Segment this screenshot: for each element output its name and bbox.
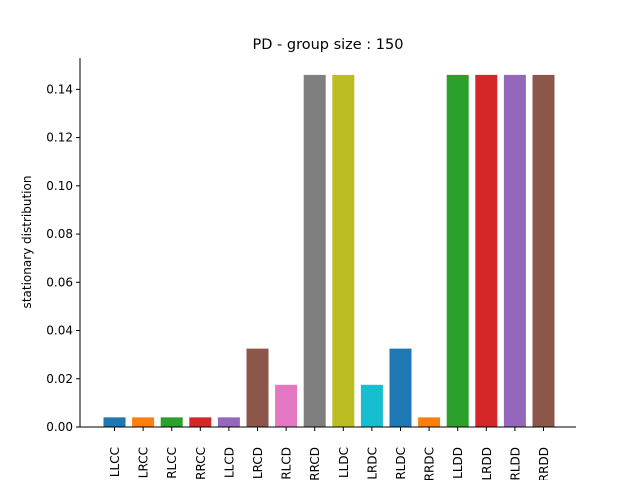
x-tick-label: RRDC	[423, 447, 437, 480]
x-tick-label: RRCD	[308, 447, 322, 480]
bar-rlcc	[160, 417, 183, 427]
bar-llcc	[103, 417, 126, 427]
y-tick-label: 0.04	[46, 324, 73, 338]
x-tick-label: LLDD	[451, 447, 465, 479]
x-tick-label: RLCC	[165, 447, 179, 479]
bar-rlcd	[275, 384, 298, 427]
y-tick-label: 0.02	[46, 372, 73, 386]
x-tick-label: LRDC	[365, 447, 379, 480]
bar-llcd	[217, 417, 240, 427]
y-tick-label: 0.14	[46, 82, 73, 96]
y-tick-label: 0.06	[46, 275, 73, 289]
bar-lrcc	[132, 417, 155, 427]
bar-rrcc	[189, 417, 212, 427]
bar-rrdc	[418, 417, 441, 427]
chart-title: PD - group size : 150	[253, 37, 404, 53]
y-tick-label: 0.08	[46, 227, 73, 241]
x-tick-label: LRCC	[137, 447, 151, 478]
bar-lrdc	[360, 384, 383, 427]
x-tick-label: RLCD	[280, 447, 294, 480]
x-axis: LLCC LRCC RLCC RRCC LLCD LRCD RLCD RRCD LLDC LRDC…	[80, 426, 576, 480]
bar-lrcd	[246, 348, 269, 427]
bar-rldd	[503, 74, 526, 427]
bar-lldc	[332, 74, 355, 427]
x-tick-label: RLDC	[394, 447, 408, 480]
bar-lldd	[446, 74, 469, 427]
y-axis-label: stationary distribution	[20, 176, 34, 309]
x-tick-label: LRDD	[480, 447, 494, 480]
y-tick-label: 0.00	[46, 420, 73, 434]
x-tick-label: RRDD	[537, 447, 551, 480]
y-tick-label: 0.12	[46, 131, 73, 145]
x-tick-label: RLDD	[508, 447, 522, 480]
x-tick-label: RRCC	[194, 447, 208, 480]
bar-rldc	[389, 348, 412, 427]
y-tick-label: 0.10	[46, 179, 73, 193]
bar-rrdd	[532, 74, 555, 427]
x-tick-label: LLCD	[222, 447, 236, 478]
x-tick-label: LLCC	[108, 447, 122, 477]
bar-rrcd	[303, 74, 326, 427]
y-axis: 0.00 0.02 0.04 0.06 0.08 0.10 0.12 0.14	[46, 58, 81, 434]
x-tick-label: LLDC	[337, 447, 351, 478]
x-tick-label: LRCD	[251, 447, 265, 479]
bars-group	[103, 74, 555, 427]
bar-lrdd	[475, 74, 498, 427]
